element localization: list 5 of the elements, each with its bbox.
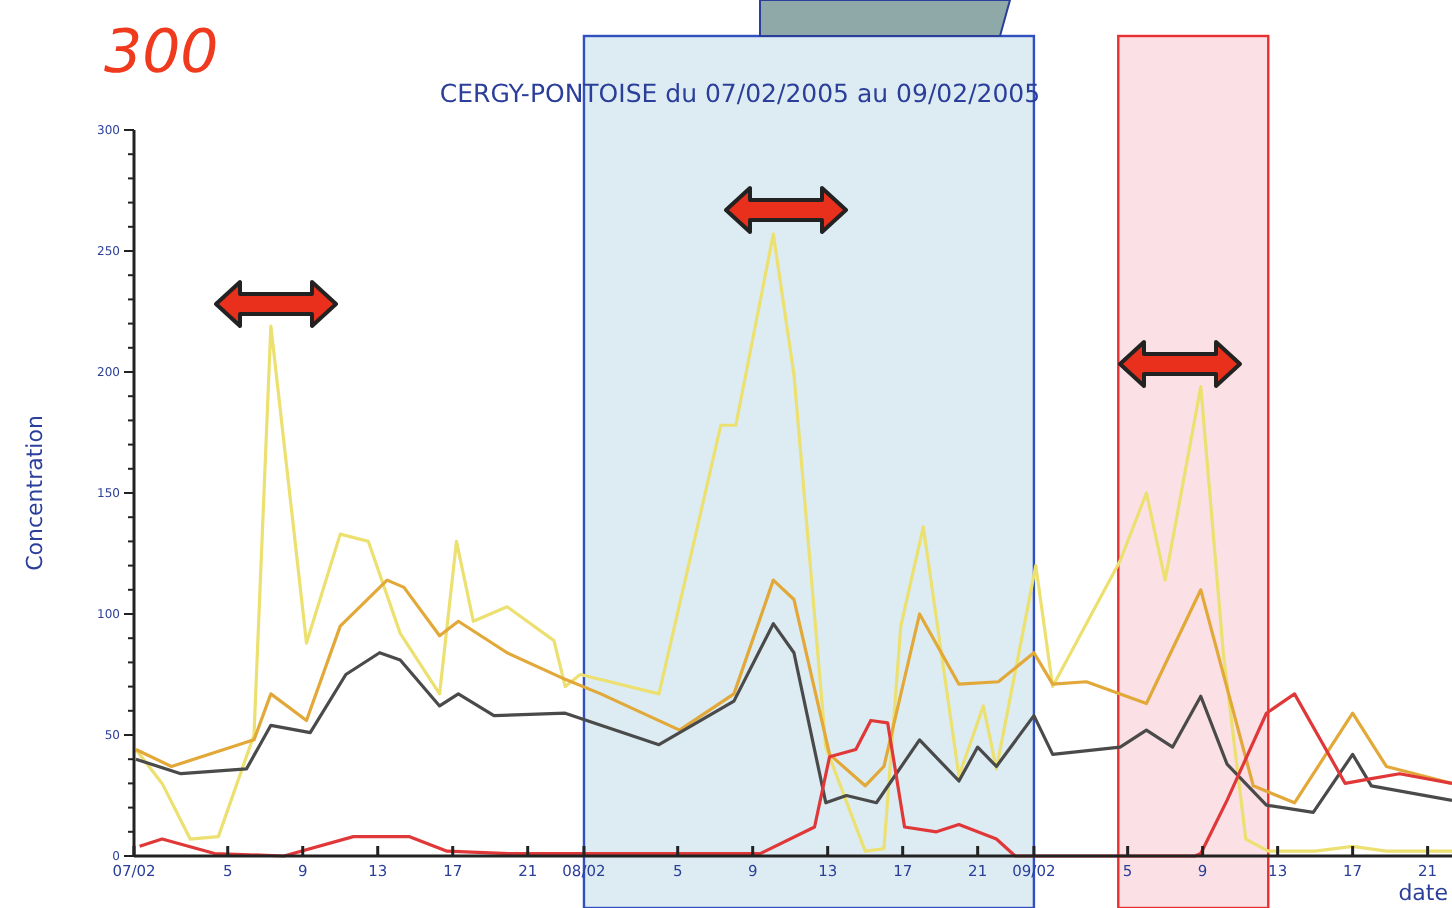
x-axis-title: date <box>1398 880 1449 906</box>
line-series <box>134 578 1452 805</box>
line-series <box>134 622 1452 815</box>
y-axis-title: Concentration <box>22 415 48 571</box>
line-series <box>134 232 1452 853</box>
